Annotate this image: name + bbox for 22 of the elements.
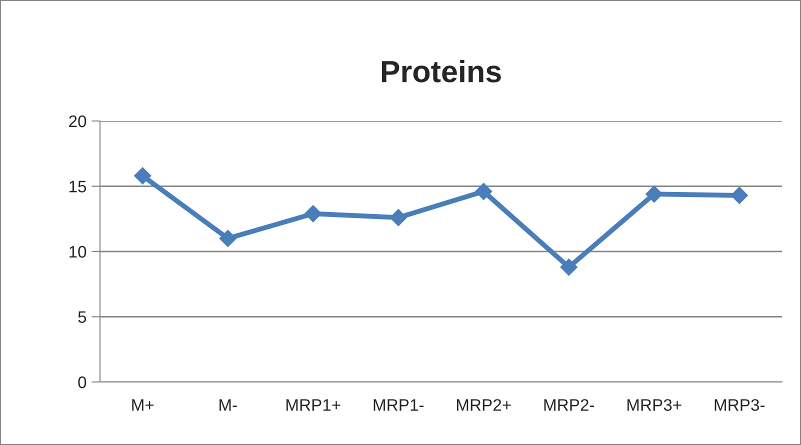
point — [219, 230, 236, 247]
point — [390, 209, 407, 226]
y-tick-label: 0 — [78, 376, 86, 388]
x-tick-label: M- — [220, 399, 237, 411]
point — [560, 258, 578, 276]
y-tick-label: 15 — [70, 180, 86, 192]
x-tick-label: MRP1- — [374, 399, 424, 411]
x-tick-label: MRP3- — [714, 399, 765, 411]
point — [646, 186, 663, 203]
point — [475, 182, 492, 200]
x-tick-label: MRP3+ — [627, 399, 682, 411]
chart-title: Proteins — [382, 60, 501, 82]
point — [304, 205, 322, 222]
y-tick-label: 10 — [70, 246, 86, 258]
x-tick-label: MRP2+ — [456, 399, 511, 411]
point — [134, 167, 152, 184]
point — [730, 186, 748, 204]
x-tick-label: M+ — [132, 399, 154, 411]
x-tick-label: MRP1+ — [286, 399, 340, 411]
x-tick-label: MRP2- — [544, 399, 594, 411]
y-tick-label: 20 — [69, 115, 86, 128]
y-tick-label: 5 — [78, 311, 86, 323]
